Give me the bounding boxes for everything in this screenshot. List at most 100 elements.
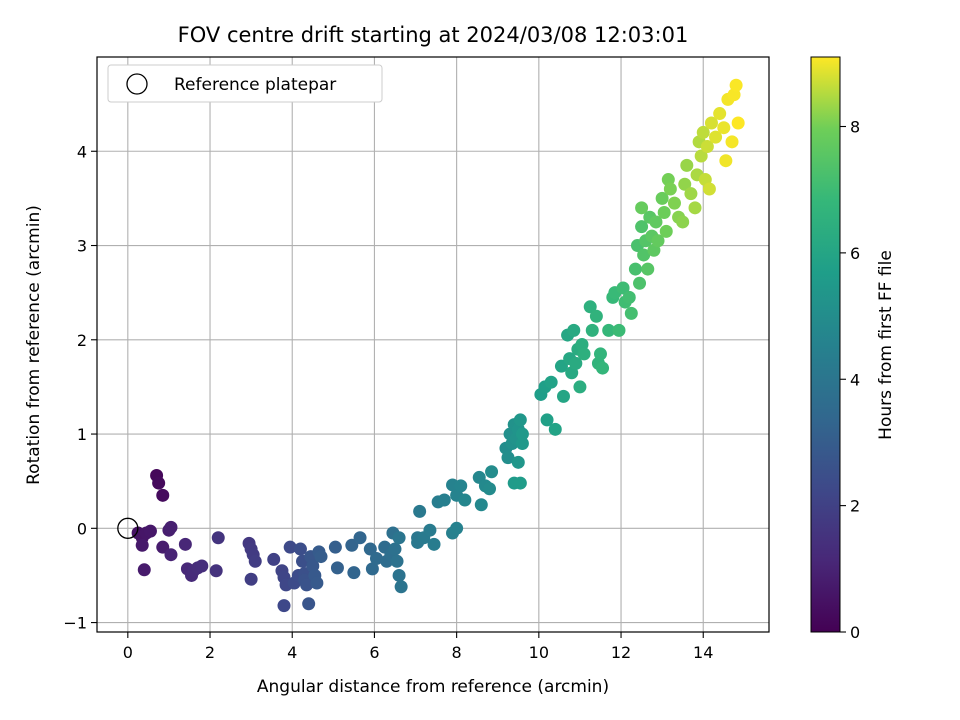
data-point: [164, 548, 178, 562]
data-point: [515, 427, 529, 441]
data-point: [593, 347, 607, 361]
data-points: [131, 78, 745, 613]
y-tick-label: −1: [63, 614, 87, 633]
data-point: [635, 220, 649, 234]
data-point: [244, 572, 258, 586]
data-point: [585, 323, 599, 337]
data-point: [513, 476, 527, 490]
data-point: [388, 542, 402, 556]
legend-box: [107, 64, 383, 103]
colorbar-ticks: 0 2 4 6 8: [840, 118, 860, 642]
data-point: [655, 191, 669, 205]
data-point: [143, 524, 157, 538]
data-point: [164, 520, 178, 534]
data-point: [678, 177, 692, 191]
data-point: [345, 538, 359, 552]
data-point: [330, 561, 344, 575]
data-point: [267, 552, 281, 566]
x-tick-label: 10: [529, 643, 549, 662]
data-point: [696, 125, 710, 139]
data-point: [293, 542, 307, 556]
colorbar-gradient: [810, 56, 841, 633]
x-tick-label: 4: [287, 643, 297, 662]
legend: Reference platepar: [107, 64, 383, 103]
y-tick-label: 0: [77, 519, 87, 538]
data-point: [310, 576, 324, 590]
data-point: [649, 215, 663, 229]
colorbar: 0 2 4 6 8 Hours from first FF file: [810, 56, 896, 642]
x-tick-label: 0: [123, 643, 133, 662]
legend-entry-reference: Reference platepar: [174, 75, 336, 95]
data-point: [657, 206, 671, 220]
data-point: [616, 281, 630, 295]
y-axis-ticks: −1 0 1 2 3 4: [63, 142, 97, 633]
x-tick-label: 8: [452, 643, 462, 662]
data-point: [209, 564, 223, 578]
data-point: [365, 562, 379, 576]
data-point: [353, 531, 367, 545]
data-point: [302, 597, 316, 611]
data-point: [152, 476, 166, 490]
data-point: [704, 116, 718, 130]
x-tick-label: 12: [611, 643, 631, 662]
x-axis-ticks: 0 2 4 6 8 10 12 14: [123, 632, 713, 662]
data-point: [501, 451, 515, 465]
data-point: [211, 531, 225, 545]
data-point: [635, 201, 649, 215]
data-point: [544, 375, 558, 389]
x-axis-label: Angular distance from reference (arcmin): [257, 677, 609, 697]
colorbar-tick-label: 6: [850, 244, 860, 263]
data-point: [628, 262, 642, 276]
data-point: [390, 554, 404, 568]
data-point: [511, 455, 525, 469]
data-point: [556, 389, 570, 403]
y-tick-label: 3: [77, 237, 87, 256]
data-point: [485, 465, 499, 479]
data-point: [423, 523, 437, 537]
data-point: [483, 482, 497, 496]
data-point: [702, 182, 716, 196]
data-point: [427, 537, 441, 551]
data-point: [694, 149, 708, 163]
data-point: [577, 347, 591, 361]
data-point: [392, 568, 406, 582]
data-point: [283, 540, 297, 554]
y-tick-label: 2: [77, 331, 87, 350]
data-point: [700, 140, 714, 154]
data-point: [314, 550, 328, 564]
y-tick-label: 1: [77, 425, 87, 444]
data-point: [437, 493, 451, 507]
y-axis-label: Rotation from reference (arcmin): [24, 205, 44, 485]
data-point: [624, 306, 638, 320]
data-point: [641, 262, 655, 276]
data-point: [137, 563, 151, 577]
data-point: [729, 78, 743, 92]
data-point: [135, 538, 149, 552]
data-point: [596, 361, 610, 375]
data-point: [659, 224, 673, 238]
data-point: [680, 158, 694, 172]
data-point: [663, 182, 677, 196]
colorbar-tick-label: 4: [850, 370, 860, 389]
data-point: [515, 436, 529, 450]
data-point: [651, 234, 665, 248]
data-point: [450, 521, 464, 535]
data-point: [717, 121, 731, 135]
data-point: [719, 154, 733, 168]
data-point: [612, 323, 626, 337]
colorbar-tick-label: 0: [850, 623, 860, 642]
data-point: [573, 380, 587, 394]
data-point: [602, 323, 616, 337]
data-point: [300, 578, 314, 592]
data-point: [637, 248, 651, 262]
x-tick-label: 2: [205, 643, 215, 662]
data-point: [277, 599, 291, 613]
data-point: [392, 531, 406, 545]
data-point: [369, 551, 383, 565]
data-point: [731, 116, 745, 130]
data-point: [363, 542, 377, 556]
x-tick-label: 6: [369, 643, 379, 662]
reference-point-marker: [117, 517, 139, 539]
data-point: [454, 479, 468, 493]
data-point: [156, 488, 170, 502]
